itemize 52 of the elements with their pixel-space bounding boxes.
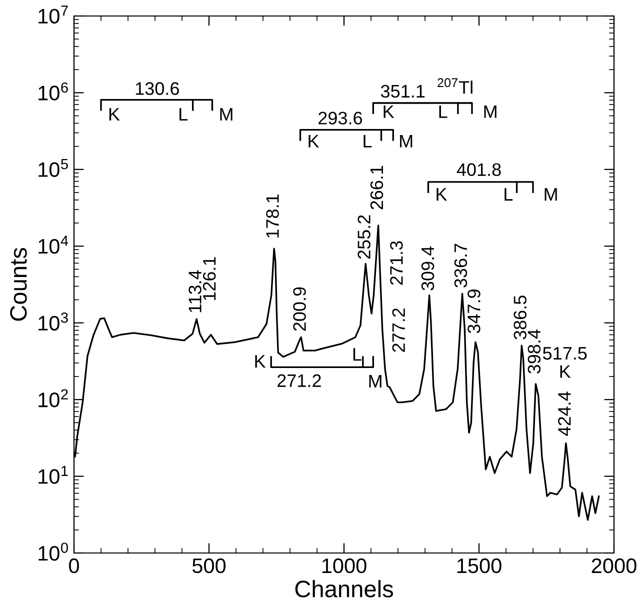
annotation: 178.1: [266, 194, 279, 238]
annotation: L: [439, 105, 448, 118]
annotation: 347.9: [468, 290, 480, 334]
annotation: L: [364, 134, 372, 148]
y-axis-title: Counts: [10, 248, 27, 321]
annotation: M: [369, 375, 382, 388]
y-tick-label: 10$^{4}$: [38, 236, 68, 254]
annotation: 271.3: [390, 241, 403, 285]
annotation: M: [400, 134, 412, 148]
y-tick-label: 10$^{1}$: [38, 466, 68, 484]
annotation: 293.6: [318, 112, 362, 124]
x-tick-label: 500: [192, 558, 226, 574]
annotation: 336.7: [454, 244, 468, 288]
annotation: $^{207}$Tl: [438, 78, 472, 94]
annotation: L: [353, 348, 362, 361]
x-axis-title: Channels: [295, 580, 394, 598]
annotation: 271.2: [278, 374, 321, 387]
annotation: 130.6: [136, 82, 179, 95]
annotation: 266.1: [370, 166, 384, 210]
y-tick-label: 10$^{2}$: [38, 389, 68, 408]
annotation: M: [220, 108, 232, 121]
annotation: K: [109, 108, 120, 121]
annotation: L: [504, 188, 513, 201]
annotation: 351.1: [380, 84, 425, 98]
annotation: 200.9: [293, 287, 306, 331]
annotation: 126.1: [202, 257, 216, 300]
annotation: 424.4: [558, 392, 571, 436]
annotation: 113.4: [188, 270, 202, 312]
annotation: 309.4: [421, 246, 434, 290]
annotation: 517.5: [542, 347, 587, 360]
y-tick-label: 10$^{5}$: [38, 159, 68, 178]
annotation: K: [255, 355, 266, 368]
y-tick-label: 10$^{0}$: [38, 542, 68, 561]
x-tick-label: 1000: [322, 558, 366, 574]
annotation: 255.2: [358, 215, 370, 259]
annotation: K: [560, 365, 571, 378]
annotation: 398.4: [528, 330, 541, 374]
annotation: K: [436, 188, 448, 201]
annotation: L: [180, 108, 188, 121]
annotation: M: [484, 105, 496, 118]
annotation: K: [384, 105, 394, 118]
annotation: M: [544, 188, 557, 201]
y-tick-label: 10$^{7}$: [38, 6, 68, 24]
x-tick-label: 2000: [592, 558, 636, 574]
y-tick-label: 10$^{6}$: [38, 82, 68, 100]
annotation: K: [308, 134, 320, 148]
x-tick-label: 1500: [457, 558, 502, 574]
annotation: 386.5: [514, 296, 527, 340]
annotation: 277.2: [392, 308, 405, 352]
annotation: 401.8: [456, 163, 501, 176]
x-tick-label: 0: [69, 558, 79, 574]
y-tick-label: 10$^{3}$: [38, 312, 68, 331]
